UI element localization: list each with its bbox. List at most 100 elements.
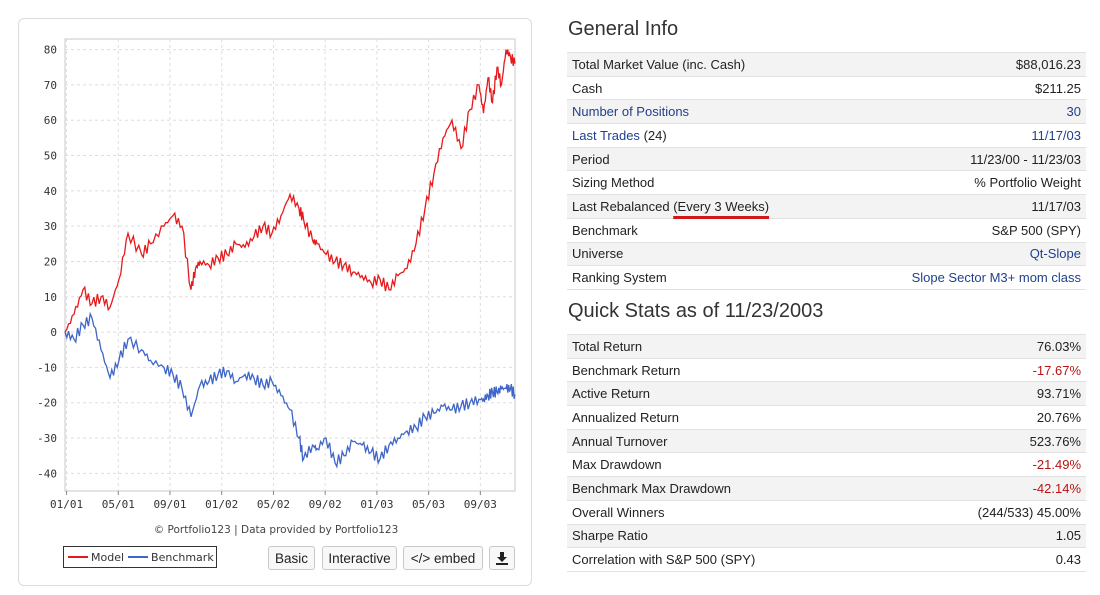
- row-label: Correlation with S&P 500 (SPY): [567, 547, 895, 572]
- table-row: Benchmark Max Drawdown -42.14%: [567, 476, 1086, 501]
- row-label: Ranking System: [567, 265, 846, 290]
- row-value: 1.05: [894, 523, 1086, 548]
- ranking-system-link[interactable]: Slope Sector M3+ mom class: [911, 270, 1081, 286]
- row-value: $211.25: [845, 75, 1086, 100]
- table-row: Total Market Value (inc. Cash) $88,016.2…: [567, 52, 1086, 77]
- legend-item-benchmark[interactable]: Benchmark: [128, 551, 214, 564]
- table-row: Last Rebalanced (Every 3 Weeks) 11/17/03: [567, 194, 1086, 219]
- x-tick-label: 01/02: [205, 498, 238, 511]
- row-label: Sharpe Ratio: [567, 523, 895, 548]
- row-value: 76.03%: [894, 334, 1086, 359]
- chart-legend: Model Benchmark: [63, 546, 217, 568]
- legend-swatch-model: [68, 556, 88, 558]
- table-row: Annual Turnover 523.76%: [567, 428, 1086, 453]
- row-value: -42.14%: [894, 476, 1086, 501]
- y-tick-label: 20: [44, 255, 57, 268]
- table-row: Period 11/23/00 - 11/23/03: [567, 146, 1086, 171]
- embed-button[interactable]: </> embed: [403, 546, 483, 570]
- row-label: Overall Winners: [567, 499, 895, 524]
- y-tick-label: 70: [44, 79, 57, 92]
- row-value: 523.76%: [894, 428, 1086, 453]
- quick-stats-table: Total Return 76.03% Benchmark Return -17…: [567, 334, 1086, 572]
- y-tick-label: 60: [44, 114, 57, 127]
- row-label: Benchmark Max Drawdown: [567, 476, 895, 501]
- row-label: Total Return: [567, 334, 895, 359]
- table-row: Max Drawdown -21.49%: [567, 452, 1086, 477]
- positions-count-link[interactable]: 30: [1066, 104, 1081, 120]
- row-label: Benchmark Return: [567, 357, 895, 382]
- x-tick-label: 05/03: [412, 498, 445, 511]
- row-label: Universe: [567, 241, 846, 266]
- download-icon: [496, 552, 508, 565]
- x-tick-label: 01/03: [360, 498, 393, 511]
- last-trades-link[interactable]: Last Trades: [572, 127, 640, 143]
- table-row: Benchmark S&P 500 (SPY): [567, 217, 1086, 242]
- legend-label-benchmark: Benchmark: [151, 550, 214, 564]
- row-value: % Portfolio Weight: [845, 170, 1086, 195]
- table-row: Sizing Method % Portfolio Weight: [567, 170, 1086, 195]
- row-label: Annual Turnover: [567, 428, 895, 453]
- table-row: Benchmark Return -17.67%: [567, 357, 1086, 382]
- row-value: $88,016.23: [845, 52, 1086, 77]
- table-row: Sharpe Ratio 1.05: [567, 523, 1086, 548]
- row-label: Annualized Return: [567, 405, 895, 430]
- performance-chart: 80 70 60 50 40 30 20 10 0 -10 -20 -30 -40 01/01 05/01 0…: [37, 38, 516, 511]
- quick-stats-title: Quick Stats as of 11/23/2003: [568, 300, 824, 322]
- x-tick-label: 09/03: [464, 498, 497, 511]
- legend-item-model[interactable]: Model: [68, 551, 124, 564]
- x-tick-label: 01/01: [50, 498, 83, 511]
- table-row: Total Return 76.03%: [567, 334, 1086, 359]
- x-tick-label: 09/01: [153, 498, 186, 511]
- table-row: Overall Winners (244/533) 45.00%: [567, 499, 1086, 524]
- row-value: 20.76%: [894, 405, 1086, 430]
- row-label: Active Return: [567, 381, 895, 406]
- y-tick-label: 50: [44, 150, 57, 163]
- row-value: 11/17/03: [845, 194, 1086, 219]
- row-label: Max Drawdown: [567, 452, 895, 477]
- row-label: Total Market Value (inc. Cash): [567, 52, 846, 77]
- row-label: Sizing Method: [567, 170, 846, 195]
- series-line-model: [64, 49, 516, 333]
- table-row: Ranking System Slope Sector M3+ mom clas…: [567, 265, 1086, 290]
- number-of-positions-link[interactable]: Number of Positions: [572, 104, 690, 120]
- row-value: 93.71%: [894, 381, 1086, 406]
- table-row: Number of Positions 30: [567, 99, 1086, 124]
- table-row: Active Return 93.71%: [567, 381, 1086, 406]
- last-trades-count: (24): [643, 127, 667, 143]
- table-row: Last Trades (24) 11/17/03: [567, 123, 1086, 148]
- legend-swatch-benchmark: [128, 556, 149, 558]
- basic-button[interactable]: Basic: [268, 546, 315, 570]
- row-value: -21.49%: [894, 452, 1086, 477]
- chart-credit: © Portfolio123 | Data provided by Portfo…: [153, 524, 399, 536]
- row-label: Benchmark: [567, 217, 846, 242]
- last-trades-date-link[interactable]: 11/17/03: [1031, 127, 1081, 143]
- x-tick-label: 09/02: [309, 498, 342, 511]
- row-value: S&P 500 (SPY): [845, 217, 1086, 242]
- row-value: -17.67%: [894, 357, 1086, 382]
- row-label: Period: [567, 146, 846, 171]
- chart-panel: 80 70 60 50 40 30 20 10 0 -10 -20 -30 -40 01/01 05/01 0…: [18, 18, 532, 586]
- general-info-table: Total Market Value (inc. Cash) $88,016.2…: [567, 52, 1086, 290]
- y-tick-label: -30: [37, 432, 57, 445]
- row-value: 11/23/00 - 11/23/03: [845, 146, 1086, 171]
- general-info-title: General Info: [568, 18, 679, 40]
- y-tick-label: -20: [37, 397, 57, 410]
- plot-area: [64, 38, 516, 492]
- y-tick-label: 10: [44, 291, 57, 304]
- table-row: Cash $211.25: [567, 75, 1086, 100]
- universe-link[interactable]: Qt-Slope: [1029, 246, 1081, 262]
- last-rebalanced-label: Last Rebalanced: [572, 198, 670, 214]
- y-tick-label: 30: [44, 220, 57, 233]
- x-tick-label: 05/02: [257, 498, 290, 511]
- interactive-button[interactable]: Interactive: [322, 546, 397, 570]
- legend-label-model: Model: [91, 550, 125, 564]
- row-value: 0.43: [894, 547, 1086, 572]
- y-tick-label: 0: [50, 326, 57, 339]
- download-button[interactable]: [489, 546, 515, 570]
- table-row: Correlation with S&P 500 (SPY) 0.43: [567, 547, 1086, 572]
- y-tick-label: -10: [37, 361, 57, 374]
- y-tick-label: 80: [44, 44, 57, 57]
- x-tick-label: 05/01: [102, 498, 135, 511]
- y-tick-label: 40: [44, 185, 57, 198]
- series-line-benchmark: [64, 311, 516, 469]
